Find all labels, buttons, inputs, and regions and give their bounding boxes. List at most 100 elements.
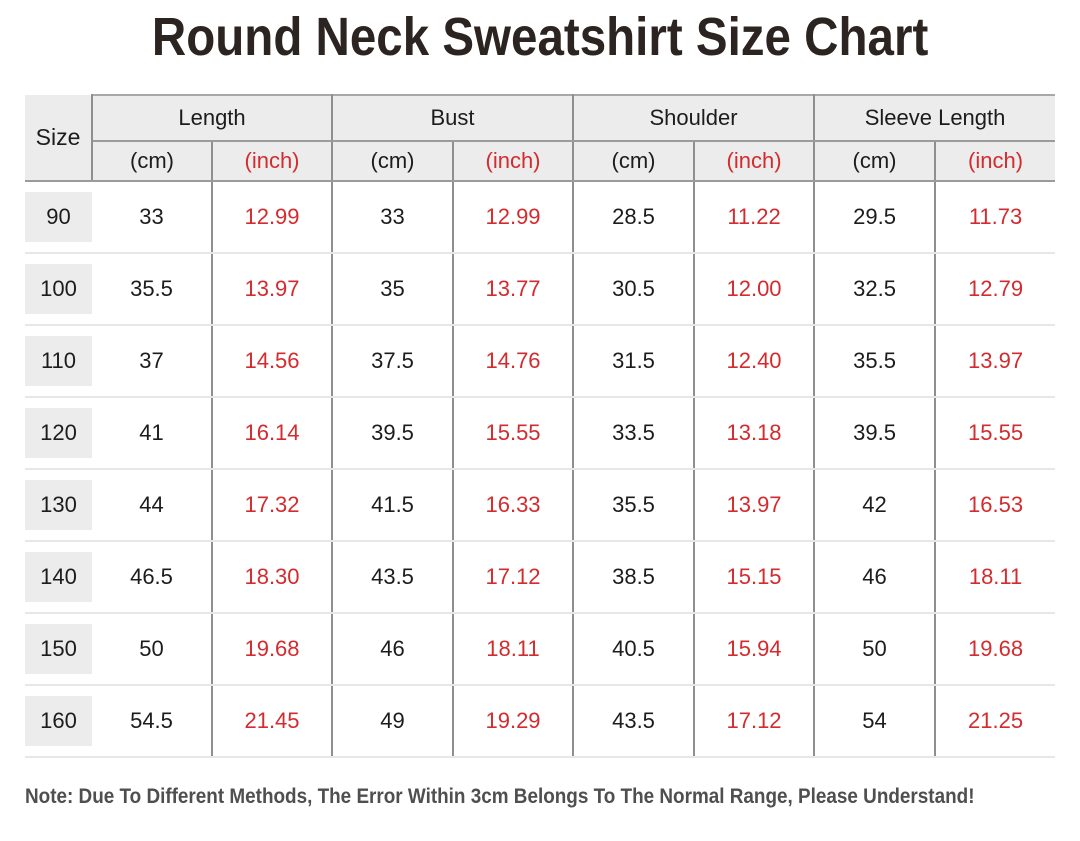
inch-value-cell: 13.97 [935,325,1056,398]
table-row: 140 46.5 18.30 43.5 17.12 38.5 15.15 46 18.11 [25,541,1056,614]
cm-value-cell: 37.5 [332,325,455,398]
page-title: Round Neck Sweatshirt Size Chart [151,7,929,67]
cm-value-cell: 35.5 [573,469,696,542]
cm-value-cell: 28.5 [573,181,696,254]
unit-header-row: (cm) (inch) (cm) (inch) (cm) (inch) (cm)… [25,141,1056,182]
length-group-header: Length [92,94,334,142]
cm-value-cell: 29.5 [814,181,937,254]
size-cell: 140 [25,541,92,614]
cm-value-cell: 31.5 [573,325,696,398]
cm-value-cell: 38.5 [573,541,696,614]
size-label: 160 [25,696,92,746]
size-cell: 120 [25,397,92,470]
inch-value-cell: 17.12 [694,685,816,758]
inch-value-cell: 15.94 [694,613,816,686]
inch-value-cell: 13.77 [453,253,575,326]
inch-value-cell: 16.14 [212,397,334,470]
table-row: 150 50 19.68 46 18.11 40.5 15.94 50 19.68 [25,613,1056,686]
size-label: 100 [25,264,92,314]
size-label: 150 [25,624,92,674]
inch-value-cell: 14.56 [212,325,334,398]
size-column-header: Size [25,95,93,182]
inch-value-cell: 15.55 [453,397,575,470]
table-row: 130 44 17.32 41.5 16.33 35.5 13.97 42 16.53 [25,469,1056,542]
inch-value-cell: 19.68 [935,613,1056,686]
inch-value-cell: 12.99 [212,181,334,254]
inch-value-cell: 13.97 [212,253,334,326]
inch-value-cell: 16.33 [453,469,575,542]
cm-value-cell: 33 [332,181,455,254]
shoulder-cm-header: (cm) [573,141,696,182]
cm-value-cell: 40.5 [573,613,696,686]
length-inch-header: (inch) [212,141,334,182]
cm-value-cell: 39.5 [332,397,455,470]
cm-value-cell: 49 [332,685,455,758]
inch-value-cell: 12.99 [453,181,575,254]
inch-value-cell: 21.25 [935,685,1056,758]
cm-value-cell: 54.5 [92,685,213,758]
cm-value-cell: 33.5 [573,397,696,470]
cm-value-cell: 54 [814,685,937,758]
shoulder-inch-header: (inch) [694,141,816,182]
bust-group-header: Bust [332,94,575,142]
table-row: 110 37 14.56 37.5 14.76 31.5 12.40 35.5 13.97 [25,325,1056,398]
table-row: 100 35.5 13.97 35 13.77 30.5 12.00 32.5 12.79 [25,253,1056,326]
table-row: 160 54.5 21.45 49 19.29 43.5 17.12 54 21.25 [25,685,1056,758]
inch-value-cell: 18.11 [453,613,575,686]
page-header: Round Neck Sweatshirt Size Chart [0,6,1080,68]
footer-note: Note: Due To Different Methods, The Erro… [25,785,1080,809]
size-label: 90 [25,192,92,242]
inch-value-cell: 16.53 [935,469,1056,542]
inch-value-cell: 19.29 [453,685,575,758]
cm-value-cell: 41.5 [332,469,455,542]
size-chart-table: Size Length Bust Shoulder Sleeve Length … [25,94,1056,758]
sleeve-length-group-header: Sleeve Length [814,94,1056,142]
cm-value-cell: 35.5 [814,325,937,398]
size-cell: 150 [25,613,92,686]
inch-value-cell: 17.32 [212,469,334,542]
inch-value-cell: 11.22 [694,181,816,254]
group-header-row: Size Length Bust Shoulder Sleeve Length [25,94,1056,182]
size-cell: 160 [25,685,92,758]
cm-value-cell: 33 [92,181,213,254]
table-row: 90 33 12.99 33 12.99 28.5 11.22 29.5 11.73 [25,181,1056,254]
inch-value-cell: 19.68 [212,613,334,686]
inch-value-cell: 12.40 [694,325,816,398]
cm-value-cell: 37 [92,325,213,398]
cm-value-cell: 35 [332,253,455,326]
inch-value-cell: 12.00 [694,253,816,326]
inch-value-cell: 18.30 [212,541,334,614]
cm-value-cell: 46.5 [92,541,213,614]
size-label: 120 [25,408,92,458]
sleeve-cm-header: (cm) [814,141,937,182]
inch-value-cell: 21.45 [212,685,334,758]
inch-value-cell: 15.55 [935,397,1056,470]
inch-value-cell: 13.97 [694,469,816,542]
inch-value-cell: 11.73 [935,181,1056,254]
cm-value-cell: 43.5 [332,541,455,614]
cm-value-cell: 50 [814,613,937,686]
cm-value-cell: 42 [814,469,937,542]
size-cell: 90 [25,181,92,254]
size-label: 110 [25,336,92,386]
size-cell: 100 [25,253,92,326]
inch-value-cell: 13.18 [694,397,816,470]
size-cell: 130 [25,469,92,542]
footer-note-text: Note: Due To Different Methods, The Erro… [25,785,975,808]
inch-value-cell: 14.76 [453,325,575,398]
table-row: 120 41 16.14 39.5 15.55 33.5 13.18 39.5 15.55 [25,397,1056,470]
size-label: 140 [25,552,92,602]
length-cm-header: (cm) [92,141,213,182]
cm-value-cell: 30.5 [573,253,696,326]
inch-value-cell: 15.15 [694,541,816,614]
inch-value-cell: 18.11 [935,541,1056,614]
sleeve-inch-header: (inch) [935,141,1056,182]
cm-value-cell: 44 [92,469,213,542]
inch-value-cell: 12.79 [935,253,1056,326]
cm-value-cell: 35.5 [92,253,213,326]
size-cell: 110 [25,325,92,398]
cm-value-cell: 39.5 [814,397,937,470]
cm-value-cell: 50 [92,613,213,686]
shoulder-group-header: Shoulder [573,94,816,142]
cm-value-cell: 43.5 [573,685,696,758]
